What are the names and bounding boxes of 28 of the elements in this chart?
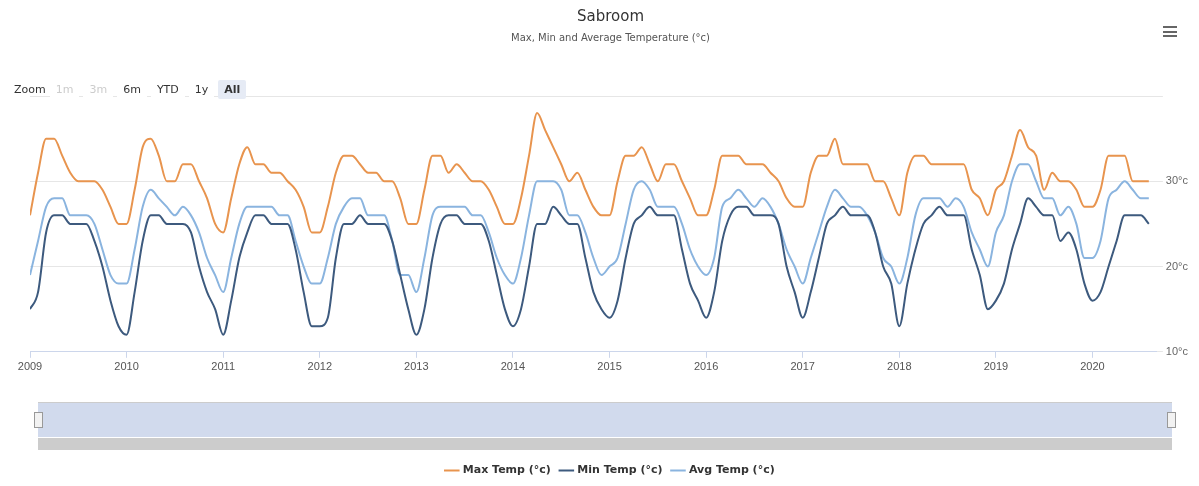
- text: Zoom: [14, 83, 46, 96]
- y-tick-label: 10°c: [1165, 344, 1189, 357]
- line-series: [30, 197, 1150, 336]
- text: All: [218, 80, 247, 99]
- y-tick-label: 20°c: [1165, 259, 1189, 272]
- x-tick-label: 2019: [983, 360, 1009, 373]
- x-tick-label: 2018: [887, 360, 912, 373]
- x-tick-label: 2011: [211, 360, 236, 373]
- text: 1y: [188, 80, 215, 99]
- x-tick-label: 2015: [597, 360, 622, 373]
- x-tick-label: 2013: [404, 360, 429, 373]
- line-series: [30, 163, 1150, 294]
- text: 6m: [117, 80, 147, 99]
- x-tick-label: 2010: [114, 360, 139, 373]
- x-tick-label: 2017: [790, 360, 815, 373]
- y-tick-label: 30°c: [1165, 174, 1189, 187]
- text: YTD: [150, 80, 185, 99]
- chart-subtitle: Max, Min and Average Temperature (°c): [510, 31, 711, 43]
- legend-label: Avg Temp (°c): [688, 463, 775, 477]
- x-tick-label: 2009: [17, 360, 43, 373]
- x-tick-label: 2012: [307, 360, 333, 373]
- x-tick-label: 2014: [500, 360, 526, 373]
- line-series: [30, 112, 1150, 234]
- chart-title: Sabroom: [576, 6, 645, 25]
- legend-label: Min Temp (°c): [577, 463, 663, 477]
- legend-label: Max Temp (°c): [462, 463, 551, 477]
- x-tick-label: 2016: [693, 360, 719, 373]
- x-tick-label: 2020: [1080, 360, 1105, 373]
